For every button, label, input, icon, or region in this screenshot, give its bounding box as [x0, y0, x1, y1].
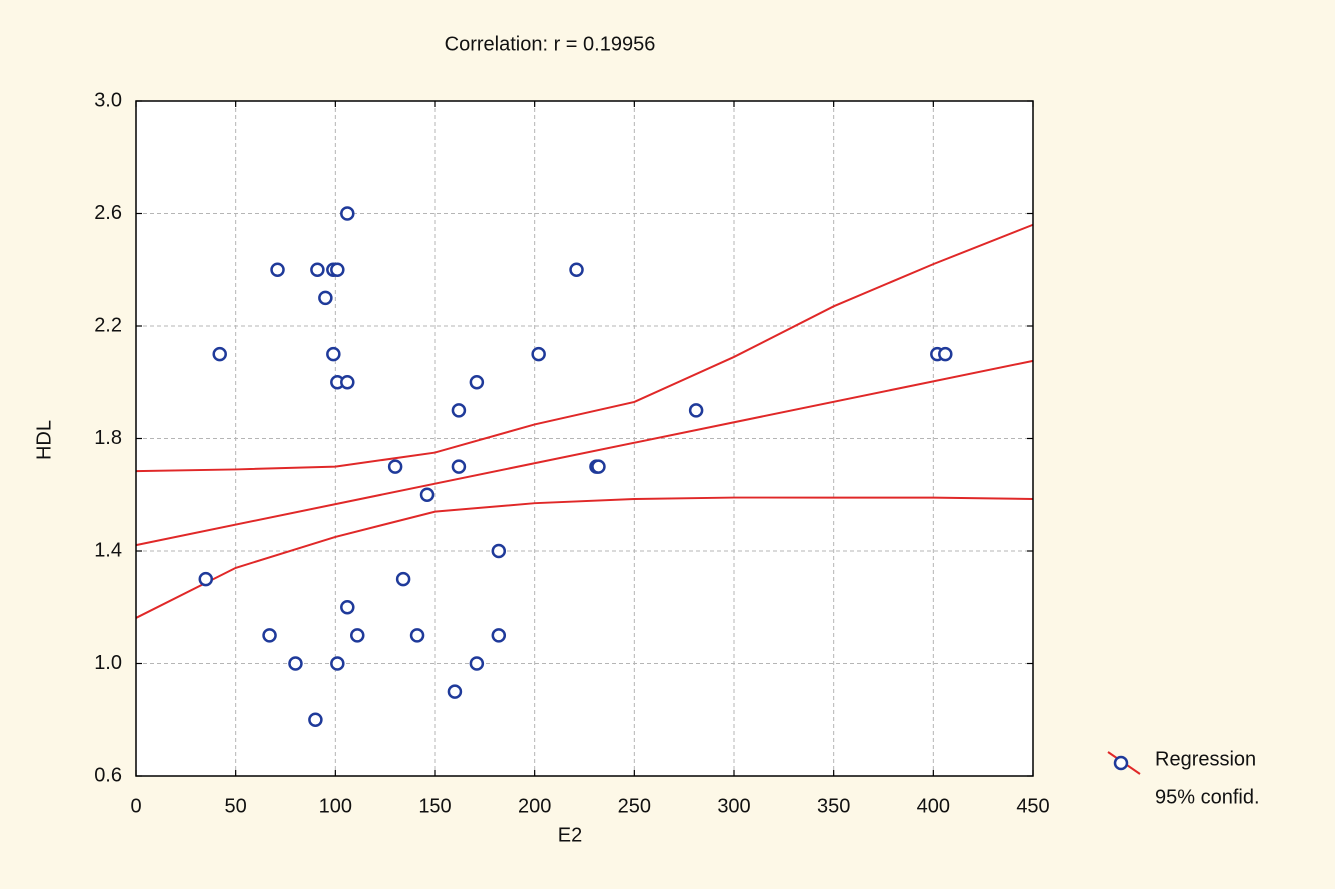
data-point [569, 262, 584, 277]
x-tick-label: 50 [225, 795, 247, 817]
legend-point-icon [1113, 755, 1129, 771]
data-point [340, 206, 355, 221]
x-tick-label: 250 [618, 795, 651, 817]
y-axis-label: HDL [33, 420, 55, 460]
legend-label: Regression [1155, 748, 1256, 770]
data-point [591, 459, 606, 474]
data-point [288, 656, 303, 671]
y-tick-label: 1.4 [94, 539, 122, 561]
data-point [409, 628, 425, 643]
data-point [419, 487, 435, 502]
y-tick-label: 1.0 [94, 652, 122, 674]
chart-title: Correlation: r = 0.19956 [445, 33, 656, 55]
y-tick-label: 1.8 [94, 427, 122, 449]
x-tick-label: 450 [1016, 795, 1049, 817]
data-point [469, 656, 485, 671]
data-point [330, 656, 345, 671]
data-point [395, 571, 411, 587]
x-tick-label: 0 [130, 795, 141, 817]
y-tick-label: 2.2 [94, 314, 122, 336]
data-point [938, 346, 953, 362]
y-tick-label: 0.6 [94, 764, 122, 786]
legend-label: 95% confid. [1155, 786, 1260, 808]
data-point [688, 403, 704, 418]
data-point [350, 628, 365, 643]
data-point [212, 346, 227, 362]
data-point [469, 375, 485, 390]
data-point [491, 543, 507, 559]
confidence-upper [135, 223, 1034, 473]
y-tick-label: 2.6 [94, 202, 122, 224]
data-point [198, 571, 214, 587]
data-point [387, 459, 403, 474]
x-tick-label: 300 [717, 795, 750, 817]
data-point [491, 628, 507, 643]
x-axis-label: E2 [558, 824, 582, 846]
data-point [326, 346, 341, 362]
data-point [270, 262, 285, 277]
data-point [318, 290, 333, 306]
legend: Regression 95% confid. [1107, 748, 1260, 808]
confidence-lower [135, 496, 1034, 619]
x-tick-label: 200 [518, 795, 551, 817]
regression-line [135, 359, 1034, 547]
data-point [451, 459, 467, 474]
data-point [310, 262, 325, 277]
x-tick-label: 100 [319, 795, 352, 817]
data-point [451, 403, 467, 418]
data-point [262, 628, 277, 643]
data-point [340, 600, 355, 615]
data-point [308, 712, 323, 727]
x-tick-label: 400 [917, 795, 950, 817]
y-tick-label: 3.0 [94, 89, 122, 111]
data-point [330, 262, 345, 277]
data-point [447, 684, 463, 699]
x-tick-label: 150 [418, 795, 451, 817]
data-point [340, 375, 355, 390]
marks [135, 206, 1034, 727]
x-tick-label: 350 [817, 795, 850, 817]
data-point [531, 346, 546, 362]
